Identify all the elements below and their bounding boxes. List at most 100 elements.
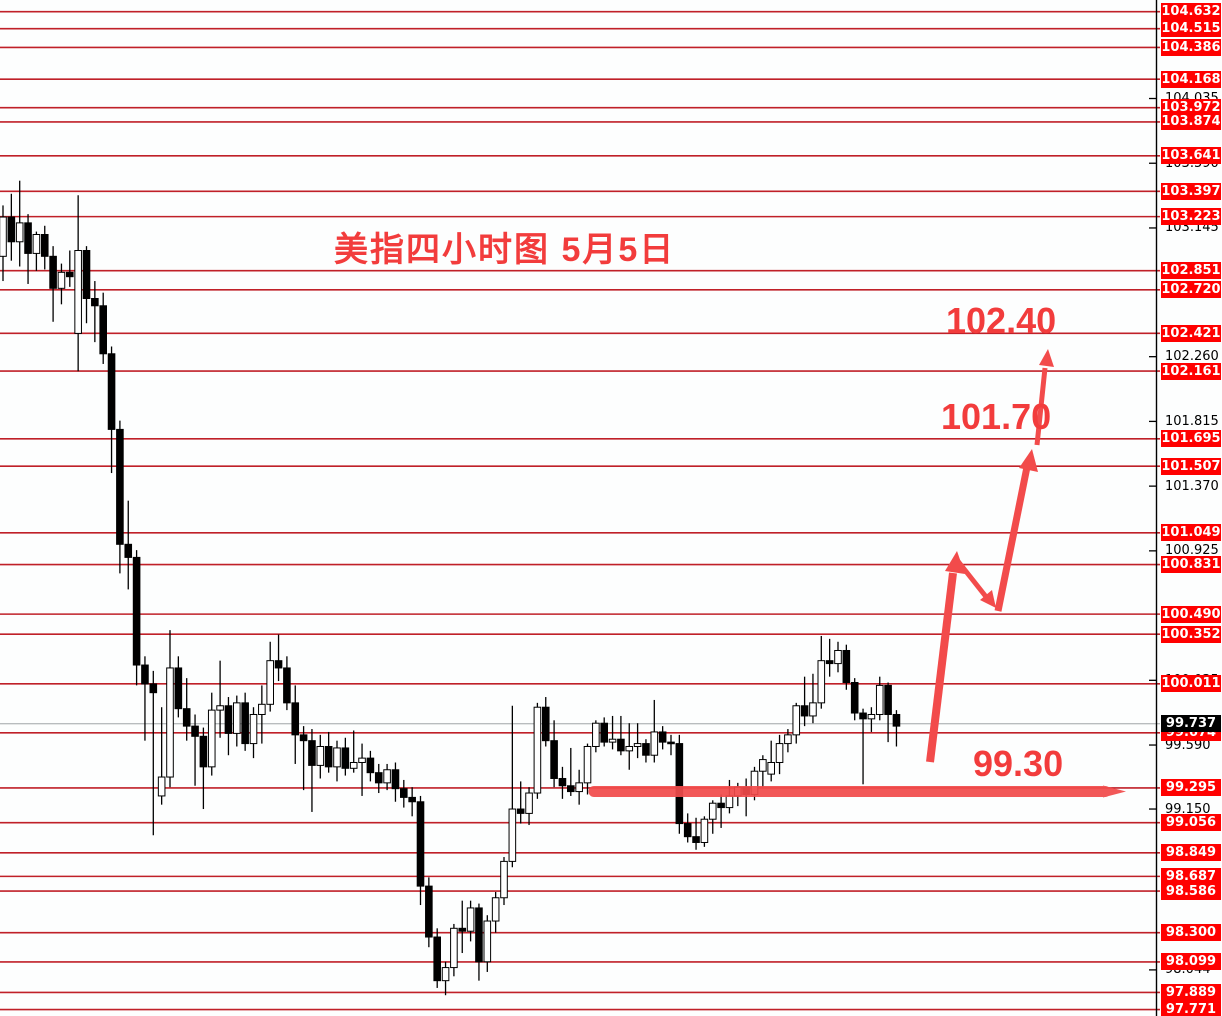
candle-body <box>500 860 508 899</box>
current-price-label: 99.737 <box>1161 715 1221 733</box>
candle-body <box>617 738 625 752</box>
candle-body <box>74 250 82 334</box>
candle-body <box>483 920 492 963</box>
candle-body <box>650 731 659 756</box>
candle-body <box>82 250 91 300</box>
candle-body <box>633 743 642 747</box>
level-price-label-98.300: 98.300 <box>1161 924 1221 942</box>
candle-body <box>233 702 241 734</box>
candle-body <box>99 305 108 355</box>
level-price-label-103.397: 103.397 <box>1161 182 1221 200</box>
candle-body <box>809 702 817 717</box>
level-price-label-101.049: 101.049 <box>1161 524 1221 542</box>
axis-tick-label-100.925: 100.925 <box>1165 543 1219 559</box>
axis-tick-label-101.370: 101.370 <box>1165 478 1219 494</box>
candle-body <box>149 683 158 694</box>
level-price-label-103.223: 103.223 <box>1161 208 1221 226</box>
candle-body <box>274 660 283 669</box>
candle-body <box>416 801 425 887</box>
candle-body <box>308 740 316 766</box>
candle-body <box>207 709 216 768</box>
candle-body <box>241 702 249 745</box>
candle-body <box>700 818 709 843</box>
candle-body <box>15 222 24 243</box>
candle-body <box>525 792 533 814</box>
candle-body <box>66 271 74 278</box>
arrow-up-2[interactable] <box>994 449 1038 612</box>
level-price-label-97.889: 97.889 <box>1161 983 1221 1001</box>
candle-body <box>759 759 767 772</box>
candle-body <box>884 684 892 715</box>
target-upper-label: 102.40 <box>946 300 1057 341</box>
candle-body <box>266 660 274 705</box>
candle-body <box>725 795 734 809</box>
candle-body <box>166 667 174 778</box>
candle-body <box>592 722 600 747</box>
candle-body <box>258 703 266 715</box>
candle-body <box>291 702 300 736</box>
candle-body <box>817 660 826 704</box>
candle-body <box>383 769 391 784</box>
candle-body <box>425 885 433 938</box>
candle-body <box>491 897 500 922</box>
candle-body <box>182 708 191 727</box>
arrow-up-1[interactable] <box>926 551 965 763</box>
candle-body <box>91 298 99 307</box>
candle-body <box>859 712 867 720</box>
candle-body <box>550 740 558 779</box>
candle-body <box>40 234 49 257</box>
candle-body <box>541 706 550 742</box>
level-price-label-103.641: 103.641 <box>1161 147 1221 165</box>
candle-body <box>792 705 801 736</box>
candle-body <box>600 722 609 743</box>
candle-body <box>608 738 617 743</box>
arrow-up-3[interactable] <box>1034 349 1054 446</box>
support-trendline[interactable] <box>588 785 1126 798</box>
candle-body <box>316 745 325 766</box>
level-price-label-102.851: 102.851 <box>1161 262 1221 280</box>
candle-body <box>784 734 792 745</box>
candle-body <box>408 796 416 803</box>
candle-body <box>475 907 483 963</box>
candle-body <box>349 761 358 769</box>
candle-body <box>575 782 583 793</box>
candle-body <box>174 667 183 710</box>
candle-body <box>558 777 567 787</box>
candle-body <box>341 747 350 769</box>
candle-body <box>249 713 258 745</box>
candle-body <box>533 706 542 794</box>
candle-body <box>708 802 717 820</box>
level-price-label-100.011: 100.011 <box>1161 675 1221 693</box>
level-price-label-103.972: 103.972 <box>1161 99 1221 117</box>
candle-body <box>124 543 133 558</box>
level-price-label-98.586: 98.586 <box>1161 882 1221 900</box>
candle-body <box>32 234 41 254</box>
candle-body <box>825 660 834 665</box>
candle-body <box>433 936 441 982</box>
candle-body <box>642 743 650 756</box>
candle-body <box>299 734 308 742</box>
level-price-label-98.849: 98.849 <box>1161 844 1221 862</box>
candle-body <box>49 255 57 289</box>
candle-body <box>583 745 592 784</box>
candle-body <box>324 745 333 768</box>
level-price-label-102.421: 102.421 <box>1161 324 1221 342</box>
level-price-label-101.507: 101.507 <box>1161 457 1221 475</box>
arrow-down-pullback[interactable] <box>955 558 996 608</box>
grid-lines <box>0 10 1160 1011</box>
candle-body <box>450 927 458 969</box>
level-price-label-97.771: 97.771 <box>1161 1001 1221 1016</box>
candle-body <box>667 741 675 745</box>
candle-body <box>875 684 884 715</box>
candle-body <box>157 776 166 797</box>
candle-body <box>892 713 901 727</box>
support-level-label: 99.30 <box>973 743 1064 784</box>
level-price-label-103.874: 103.874 <box>1161 113 1221 131</box>
candle-body <box>199 735 208 768</box>
candle-body <box>366 757 375 774</box>
candle-body <box>842 649 851 683</box>
candle-body <box>141 664 149 685</box>
candle-body <box>283 667 291 704</box>
